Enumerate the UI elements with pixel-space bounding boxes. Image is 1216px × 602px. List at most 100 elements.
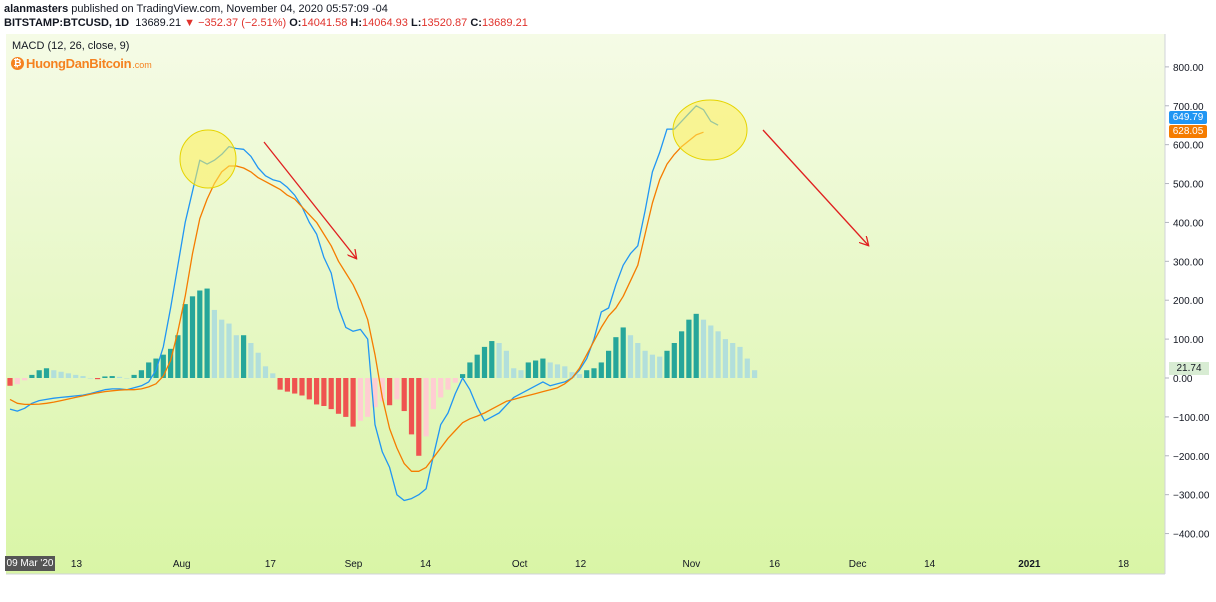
histogram-bar (438, 378, 444, 398)
histogram-bar (722, 339, 728, 378)
y-axis: 800.00 700.00 600.00 500.00 400.00 300.00 200.… (1165, 63, 1210, 541)
y-tick-label: 300.00 (1173, 257, 1204, 268)
open-value: 14041.58 (301, 17, 348, 29)
histogram-bar (350, 378, 356, 427)
y-tick-label: 800.00 (1173, 63, 1204, 74)
histogram-bar (124, 378, 130, 379)
close-value: 13689.21 (481, 17, 528, 29)
histogram-bar (43, 368, 50, 378)
x-tick-label: Aug (173, 559, 191, 570)
histogram-bar (277, 378, 283, 390)
histogram-bar (22, 378, 28, 381)
histogram-bar (481, 346, 488, 378)
signal-value-badge: 628.05 (1169, 125, 1207, 138)
histogram-bar (233, 335, 239, 378)
histogram-bar (708, 325, 714, 378)
histogram-bar (131, 374, 137, 378)
histogram-bar (511, 368, 517, 378)
indicator-label[interactable]: MACD (12, 26, close, 9) (12, 40, 130, 52)
y-tick-label: 0.00 (1173, 374, 1193, 385)
logo-suffix: .com (132, 59, 152, 70)
histogram-bar (642, 350, 648, 378)
price-axis-background (1165, 34, 1211, 574)
histogram-bar (693, 313, 699, 378)
histogram-bar (335, 378, 342, 414)
histogram-bar (416, 378, 422, 456)
histogram-bar (737, 346, 743, 378)
histogram-bar (430, 378, 436, 410)
histogram-bar (262, 366, 269, 378)
x-tick-label: 2021 (1018, 559, 1041, 570)
y-tick-label: −200.00 (1173, 452, 1210, 463)
histogram-bar (160, 354, 166, 378)
histogram-bar (36, 370, 42, 378)
histogram-bar (554, 364, 561, 378)
histogram-bar (657, 356, 663, 378)
histogram-bar (284, 378, 290, 392)
x-tick-label: 12 (575, 559, 587, 570)
histogram-bar (620, 327, 626, 378)
logo-name: HuongDanBitcoin (26, 55, 132, 71)
histogram-bar (379, 378, 385, 402)
histogram-bar (7, 378, 13, 386)
symbol[interactable]: BITSTAMP:BTCUSD, 1D (4, 17, 130, 29)
low-value: 13520.87 (421, 17, 468, 29)
bitcoin-coin-icon: ₿ (11, 56, 24, 70)
histogram-bar (204, 288, 210, 378)
x-tick-label: Sep (345, 559, 363, 570)
histogram-bar (248, 342, 254, 378)
histogram-bar (29, 374, 35, 378)
histogram-bar (292, 378, 298, 394)
x-tick-label: 18 (1118, 559, 1130, 570)
histogram-bar (467, 362, 473, 378)
histogram-bar (146, 362, 152, 378)
histogram-bar (168, 348, 174, 378)
watermark-logo: ₿ HuongDanBitcoin .com (11, 55, 152, 71)
histogram-bar (321, 378, 327, 407)
histogram-bar (219, 319, 225, 378)
histogram (7, 288, 758, 456)
x-tick-label: 16 (769, 559, 781, 570)
histogram-bar (627, 335, 634, 378)
x-tick-label: 17 (265, 559, 277, 570)
histogram-bar (299, 378, 305, 396)
y-tick-label: 400.00 (1173, 218, 1204, 229)
histogram-bar (138, 370, 144, 378)
publish-line: alanmasters published on TradingView.com… (4, 3, 388, 15)
histogram-bar (343, 378, 349, 417)
histogram-bar (401, 378, 407, 412)
histogram-value-badge: 21.74 (1169, 362, 1209, 375)
y-tick-label: −100.00 (1173, 413, 1210, 424)
histogram-bar (306, 378, 312, 400)
high-label: H: (350, 17, 363, 29)
x-tick-label: Dec (849, 559, 867, 570)
histogram-bar (671, 342, 677, 378)
histogram-bar (576, 374, 582, 378)
price-change: ▼ −352.37 (−2.51%) (184, 17, 287, 29)
histogram-bar (73, 374, 79, 378)
y-tick-label: 500.00 (1173, 180, 1204, 191)
histogram-bar (700, 319, 707, 378)
histogram-bar (116, 376, 123, 378)
histogram-bar (255, 352, 261, 378)
histogram-bar (598, 362, 604, 378)
histogram-bar (613, 337, 619, 378)
histogram-bar (328, 378, 334, 410)
author[interactable]: alanmasters (4, 3, 69, 15)
histogram-bar (102, 376, 108, 378)
y-tick-label: 100.00 (1173, 335, 1204, 346)
histogram-bar (489, 341, 495, 378)
histogram-bar (65, 373, 71, 378)
histogram-bar (715, 331, 721, 378)
histogram-bar (547, 362, 553, 378)
macd-value-badge: 649.79 (1169, 111, 1207, 124)
histogram-bar (584, 370, 590, 378)
histogram-bar (241, 335, 247, 378)
histogram-bar (649, 354, 655, 378)
x-axis: 13 Aug 17 Sep 14 Oct 12 Nov 16 Dec 14 2021 18 (71, 559, 1130, 570)
histogram-bar (525, 362, 531, 378)
low-label: L: (410, 17, 422, 29)
histogram-bar (503, 350, 509, 378)
x-tick-label: Oct (512, 559, 528, 570)
